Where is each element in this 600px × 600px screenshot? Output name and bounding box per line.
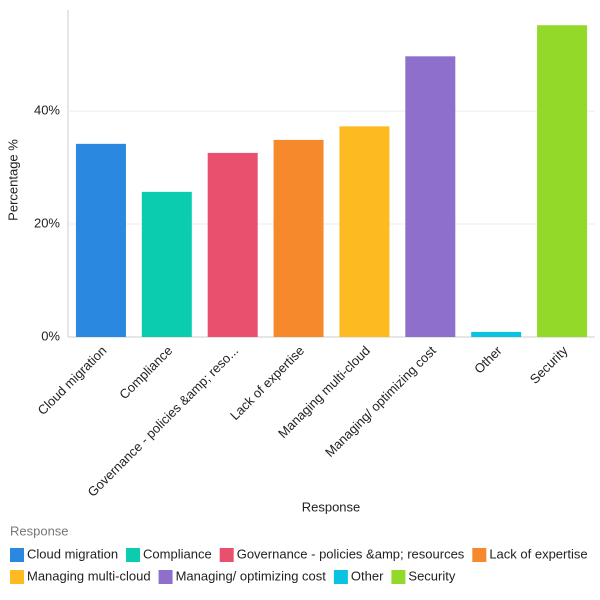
legend-label: Governance - policies &amp; resources (237, 546, 465, 561)
x-axis-title: Response (302, 499, 361, 514)
bar (75, 143, 126, 337)
legend-label: Other (351, 568, 384, 583)
legend-label: Security (408, 568, 455, 583)
legend-swatch (10, 548, 24, 562)
bar (471, 331, 522, 337)
legend-label: Lack of expertise (489, 546, 587, 561)
bar (339, 126, 390, 337)
x-tick-label: Compliance (116, 343, 175, 402)
legend-swatch (126, 548, 141, 562)
legend-label: Managing/ optimizing cost (176, 568, 327, 583)
legend-label: Cloud migration (27, 546, 118, 561)
bar (141, 191, 192, 337)
bar (207, 152, 258, 337)
legend-swatch (158, 570, 173, 584)
y-tick-label: 40% (34, 103, 60, 118)
legend-swatch (219, 548, 234, 562)
x-tick-label: Security (527, 343, 571, 387)
legend-swatch (10, 570, 24, 584)
bar (405, 56, 456, 337)
legend-swatch (333, 570, 348, 584)
legend-label: Managing multi-cloud (27, 568, 151, 583)
x-tick-label: Managing/ optimizing cost (322, 343, 439, 460)
legend-title: Response (10, 523, 69, 538)
legend-swatch (472, 548, 487, 562)
y-tick-label: 20% (34, 215, 60, 230)
legend-label: Compliance (143, 546, 212, 561)
bar (537, 25, 588, 337)
y-tick-label: 0% (41, 328, 60, 343)
legend-swatch (391, 570, 406, 584)
y-axis-title: Percentage % (5, 139, 20, 221)
bar (273, 139, 324, 337)
x-tick-label: Other (471, 342, 505, 376)
x-tick-label: Governance - policies &amp; reso... (85, 343, 242, 500)
x-tick-label: Cloud migration (35, 343, 110, 418)
